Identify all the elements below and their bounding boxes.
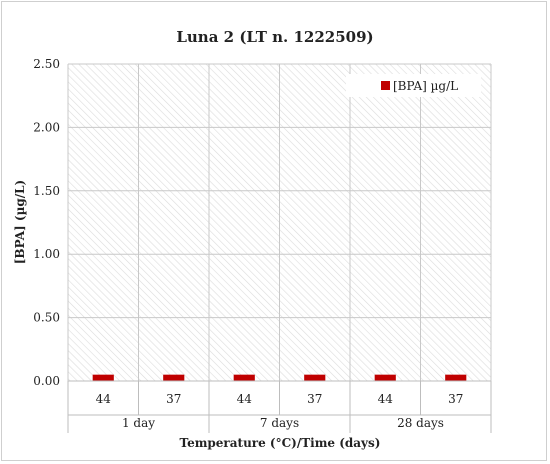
- bars: [92, 374, 467, 381]
- bar: [92, 374, 114, 381]
- y-tick-label: 2.00: [33, 120, 60, 134]
- y-axis-label: [BPA] (µg/L): [13, 180, 27, 265]
- x-tick-label: 37: [166, 392, 181, 406]
- x-group-label: 1 day: [122, 416, 155, 430]
- bar: [374, 374, 396, 381]
- chart-title: Luna 2 (LT n. 1222509): [176, 28, 373, 46]
- gridlines: [67, 63, 492, 382]
- bar: [304, 374, 326, 381]
- bar: [233, 374, 255, 381]
- y-tick-label: 0.00: [33, 374, 60, 388]
- legend-box: [346, 74, 481, 97]
- x-tick-label: 44: [237, 392, 253, 406]
- x-axis-label: Temperature (°C)/Time (days): [180, 436, 381, 450]
- bar: [445, 374, 467, 381]
- y-axis-ticks: 0.00 0.50 1.00 1.50 2.00 2.50: [33, 57, 60, 388]
- legend: [BPA] µg/L: [346, 74, 481, 97]
- y-tick-label: 1.50: [33, 184, 60, 198]
- x-group-label: 7 days: [260, 416, 299, 430]
- y-tick-label: 0.50: [33, 311, 60, 325]
- x-tick-label: 37: [307, 392, 322, 406]
- x-tick-label: 44: [378, 392, 394, 406]
- y-tick-label: 1.00: [33, 247, 60, 261]
- legend-swatch: [381, 81, 390, 90]
- x-axis: 44 37 1 day 44 37 7 days 44 37 28 days: [67, 380, 492, 433]
- x-tick-label: 37: [448, 392, 463, 406]
- legend-label: [BPA] µg/L: [393, 79, 458, 93]
- x-tick-label: 44: [96, 392, 112, 406]
- bar: [163, 374, 185, 381]
- x-group-label: 28 days: [397, 416, 444, 430]
- y-tick-label: 2.50: [33, 57, 60, 71]
